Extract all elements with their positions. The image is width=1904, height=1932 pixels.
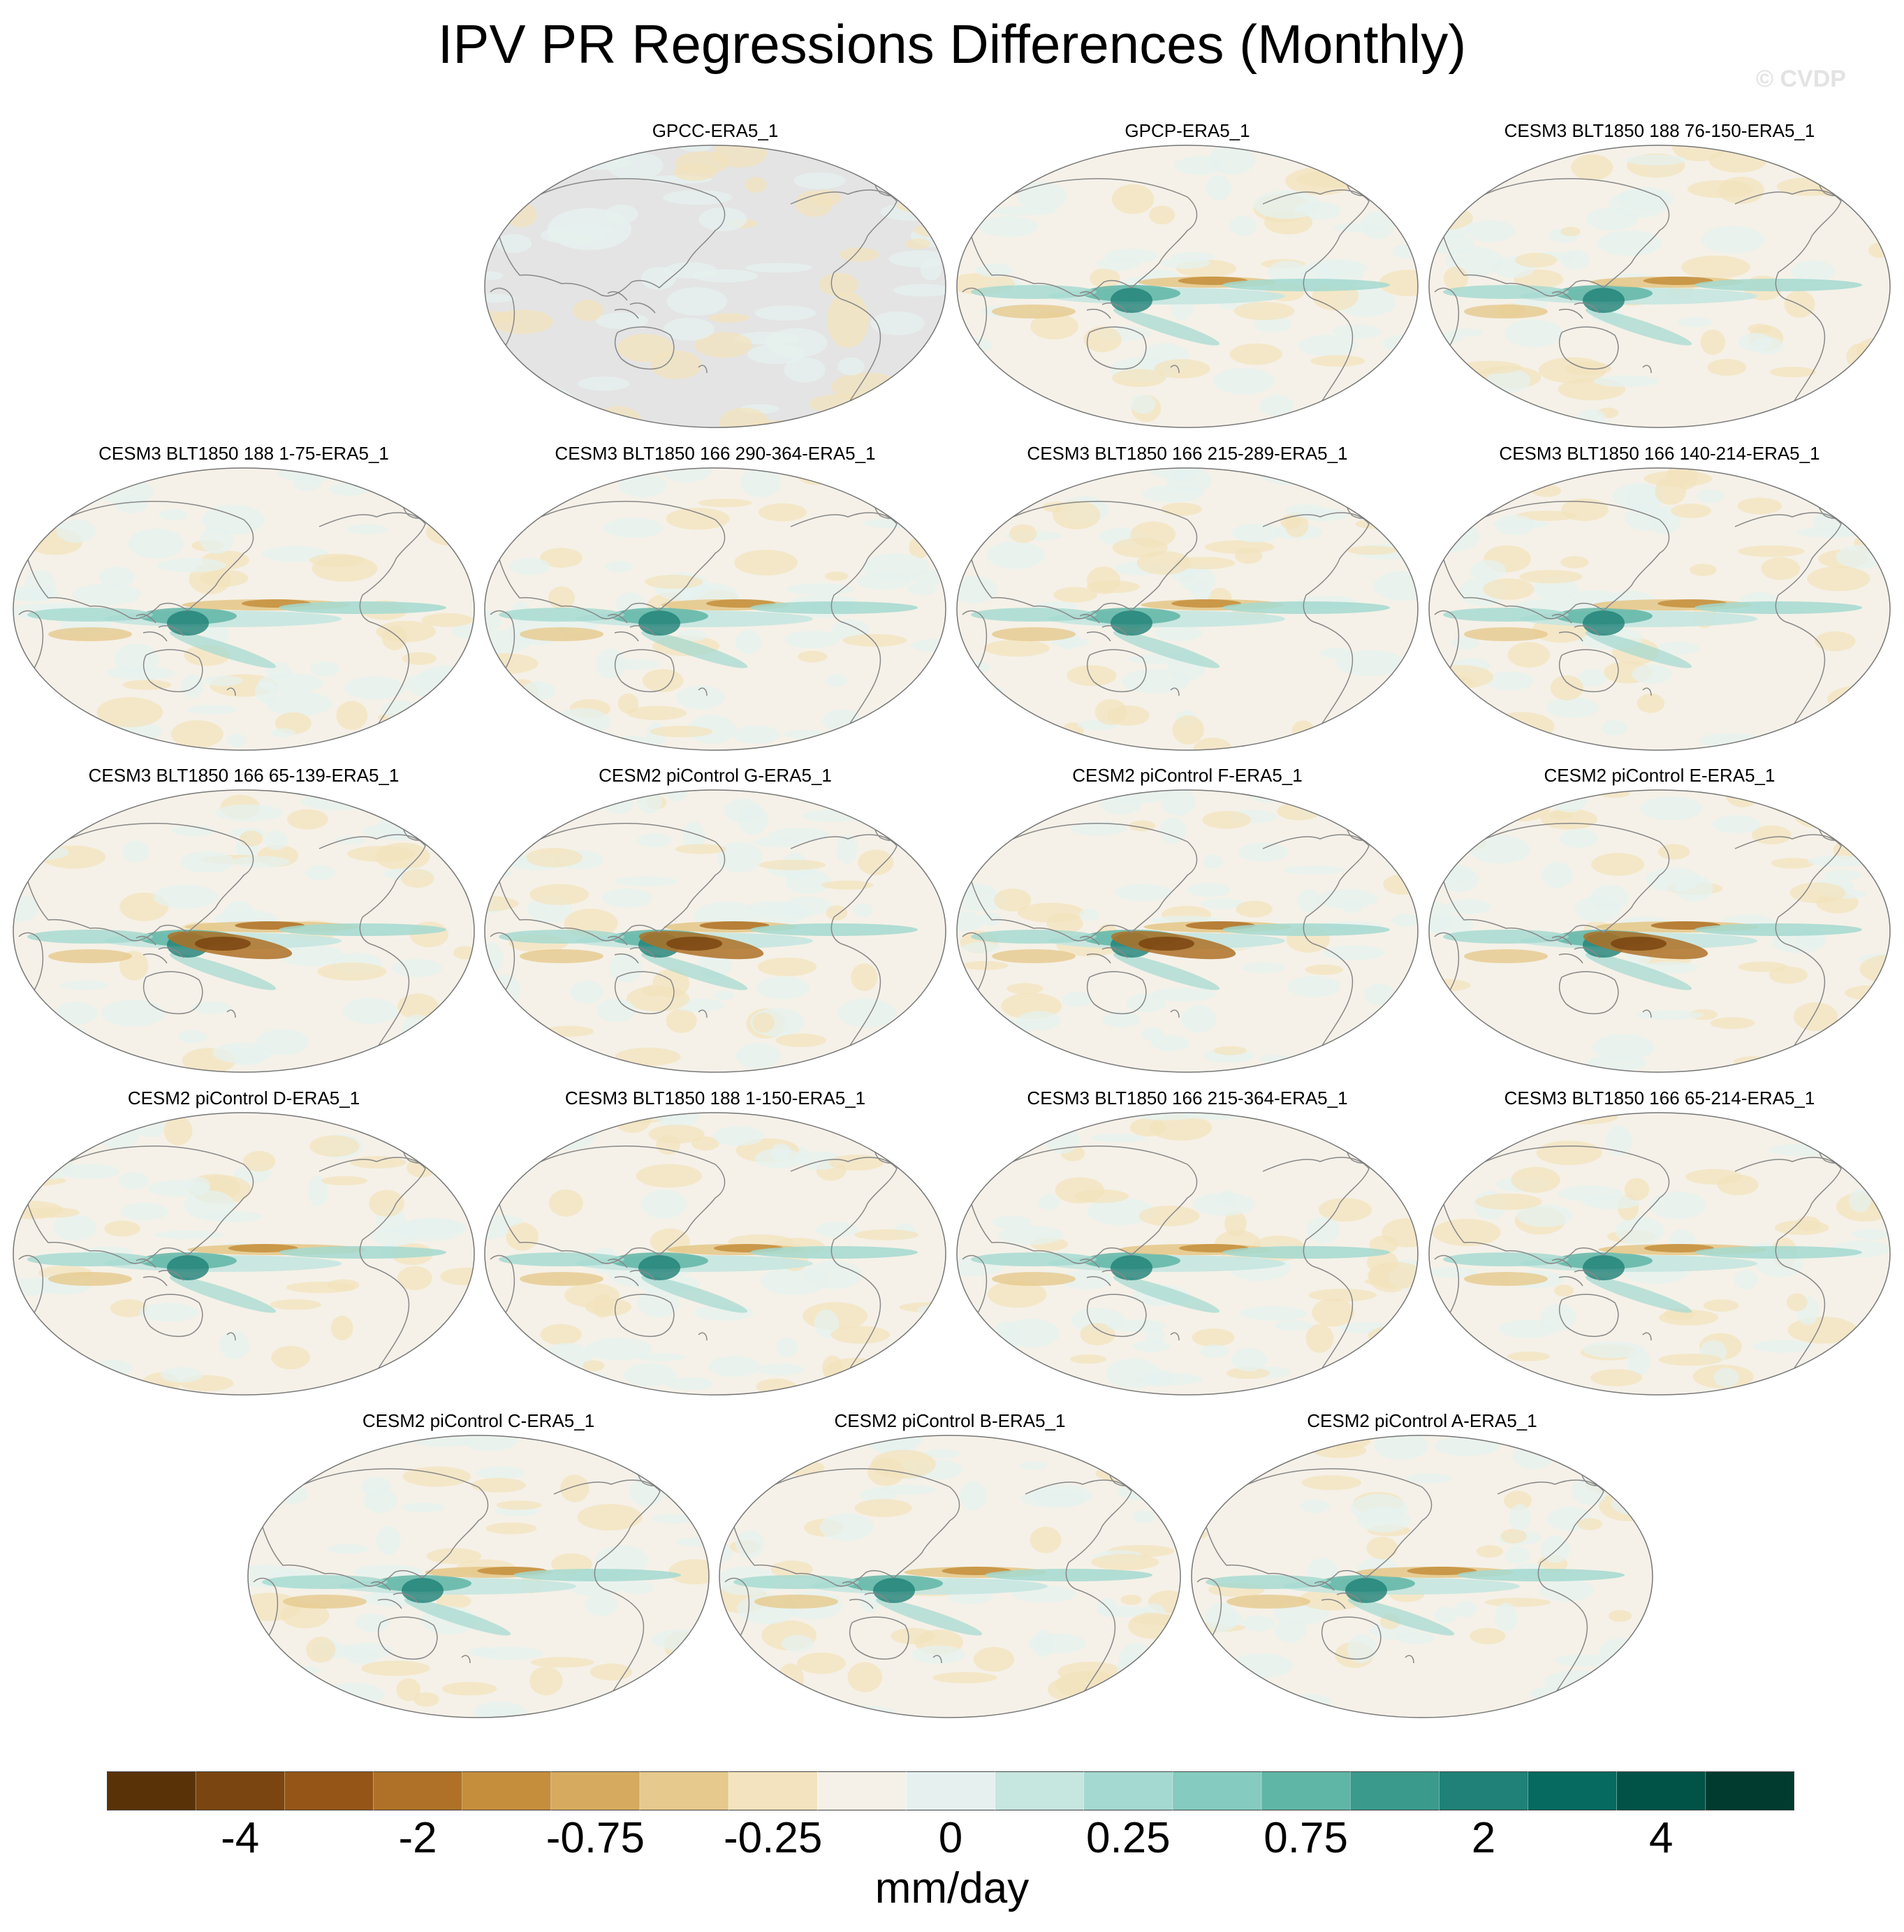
colorbar-tick-label: 0 bbox=[938, 1814, 963, 1862]
robinson-map bbox=[1191, 1435, 1653, 1718]
colorbar-box bbox=[1528, 1771, 1618, 1810]
colorbar-box bbox=[196, 1771, 285, 1810]
map-panel: CESM3 BLT1850 166 215-289-ERA5_1 bbox=[955, 443, 1419, 751]
map-panel: CESM3 BLT1850 166 65-214-ERA5_1 bbox=[1428, 1088, 1891, 1396]
cvdp-watermark: © CVDP bbox=[1756, 66, 1846, 92]
map-panel: CESM3 BLT1850 166 215-364-ERA5_1 bbox=[955, 1088, 1419, 1396]
colorbar-tick-label: 0.25 bbox=[1085, 1814, 1171, 1862]
colorbar-box bbox=[1172, 1771, 1262, 1810]
colorbar-box bbox=[550, 1771, 640, 1810]
map-panel: CESM2 piControl F-ERA5_1 bbox=[955, 765, 1419, 1073]
robinson-map bbox=[13, 467, 475, 751]
colorbar-tick-label: 0.75 bbox=[1264, 1814, 1348, 1862]
colorbar-box bbox=[1261, 1771, 1351, 1810]
map-panel: CESM2 piControl G-ERA5_1 bbox=[483, 765, 947, 1073]
panel-title: CESM3 BLT1850 166 215-364-ERA5_1 bbox=[1027, 1088, 1348, 1108]
map-panel: CESM3 BLT1850 188 76-150-ERA5_1 bbox=[1428, 120, 1891, 428]
map-panel: CESM2 piControl C-ERA5_1 bbox=[247, 1410, 710, 1718]
robinson-map bbox=[956, 145, 1419, 428]
panel-title: CESM3 BLT1850 188 76-150-ERA5_1 bbox=[1504, 120, 1815, 141]
robinson-map bbox=[484, 1112, 946, 1396]
panel-title: CESM2 piControl F-ERA5_1 bbox=[1072, 765, 1303, 786]
robinson-map bbox=[956, 467, 1419, 751]
colorbar-box bbox=[373, 1771, 463, 1810]
robinson-map bbox=[1428, 1112, 1891, 1396]
robinson-map bbox=[13, 1112, 475, 1396]
map-panel: CESM3 BLT1850 188 1-150-ERA5_1 bbox=[483, 1088, 947, 1396]
robinson-map bbox=[956, 1112, 1419, 1396]
colorbar-box bbox=[284, 1771, 374, 1810]
colorbar-tick-label: -4 bbox=[221, 1814, 260, 1862]
map-panel: CESM3 BLT1850 166 65-139-ERA5_1 bbox=[12, 765, 476, 1073]
panel-title: CESM3 BLT1850 166 65-139-ERA5_1 bbox=[88, 765, 400, 786]
robinson-map bbox=[13, 789, 475, 1073]
panel-title: CESM3 BLT1850 166 215-289-ERA5_1 bbox=[1027, 443, 1348, 464]
panel-title: CESM2 piControl A-ERA5_1 bbox=[1307, 1410, 1537, 1431]
colorbar-tick-label: 4 bbox=[1649, 1814, 1674, 1862]
panel-title: GPCC-ERA5_1 bbox=[652, 120, 779, 141]
robinson-map bbox=[484, 145, 946, 428]
colorbar-box bbox=[1350, 1771, 1440, 1810]
colorbar-units: mm/day bbox=[874, 1864, 1030, 1912]
colorbar-box bbox=[817, 1771, 907, 1810]
colorbar-tick-label: -2 bbox=[398, 1814, 437, 1862]
robinson-map bbox=[719, 1435, 1181, 1718]
panel-title: CESM2 piControl G-ERA5_1 bbox=[599, 765, 832, 786]
panel-title: CESM3 BLT1850 166 290-364-ERA5_1 bbox=[555, 443, 876, 464]
map-panel: CESM2 piControl A-ERA5_1 bbox=[1190, 1410, 1654, 1718]
colorbar-tick-label: 2 bbox=[1471, 1814, 1496, 1862]
map-panel: CESM3 BLT1850 188 1-75-ERA5_1 bbox=[12, 443, 476, 751]
map-panel: CESM2 piControl B-ERA5_1 bbox=[718, 1410, 1182, 1718]
map-panel: GPCP-ERA5_1 bbox=[955, 120, 1419, 428]
colorbar-box bbox=[1705, 1771, 1794, 1810]
colorbar-box bbox=[1083, 1771, 1173, 1810]
colorbar-box bbox=[107, 1771, 196, 1810]
map-panel: CESM2 piControl D-ERA5_1 bbox=[12, 1088, 476, 1396]
robinson-map bbox=[1428, 789, 1891, 1073]
panel-title: CESM3 BLT1850 166 140-214-ERA5_1 bbox=[1499, 443, 1820, 464]
panel-title: CESM3 BLT1850 188 1-75-ERA5_1 bbox=[98, 443, 389, 464]
map-panel: CESM2 piControl E-ERA5_1 bbox=[1428, 765, 1891, 1073]
colorbar-box bbox=[1439, 1771, 1529, 1810]
figure-title: IPV PR Regressions Differences (Monthly) bbox=[437, 13, 1467, 75]
colorbar-box bbox=[906, 1771, 996, 1810]
colorbar-box bbox=[462, 1771, 552, 1810]
colorbar-box bbox=[995, 1771, 1085, 1810]
robinson-map bbox=[484, 467, 946, 751]
colorbar bbox=[107, 1771, 1794, 1810]
robinson-map bbox=[1428, 145, 1891, 428]
colorbar-box bbox=[639, 1771, 729, 1810]
panel-title: CESM3 BLT1850 166 65-214-ERA5_1 bbox=[1504, 1088, 1815, 1108]
colorbar-box bbox=[1616, 1771, 1706, 1810]
colorbar-tick-label: -0.75 bbox=[545, 1814, 645, 1862]
robinson-map bbox=[1428, 467, 1891, 751]
robinson-map bbox=[247, 1435, 710, 1718]
panel-title: CESM2 piControl C-ERA5_1 bbox=[362, 1410, 595, 1431]
map-panel: CESM3 BLT1850 166 290-364-ERA5_1 bbox=[483, 443, 947, 751]
map-panel: GPCC-ERA5_1 bbox=[483, 120, 947, 428]
panel-title: CESM2 piControl D-ERA5_1 bbox=[127, 1088, 360, 1108]
panel-title: CESM2 piControl B-ERA5_1 bbox=[834, 1410, 1066, 1431]
panel-title: CESM2 piControl E-ERA5_1 bbox=[1544, 765, 1775, 786]
colorbar-box bbox=[728, 1771, 818, 1810]
panel-title: GPCP-ERA5_1 bbox=[1125, 120, 1250, 141]
colorbar-tick-label: -0.25 bbox=[724, 1814, 823, 1862]
robinson-map bbox=[484, 789, 946, 1073]
panel-title: CESM3 BLT1850 188 1-150-ERA5_1 bbox=[564, 1088, 866, 1108]
robinson-map bbox=[956, 789, 1419, 1073]
map-panel: CESM3 BLT1850 166 140-214-ERA5_1 bbox=[1428, 443, 1891, 751]
